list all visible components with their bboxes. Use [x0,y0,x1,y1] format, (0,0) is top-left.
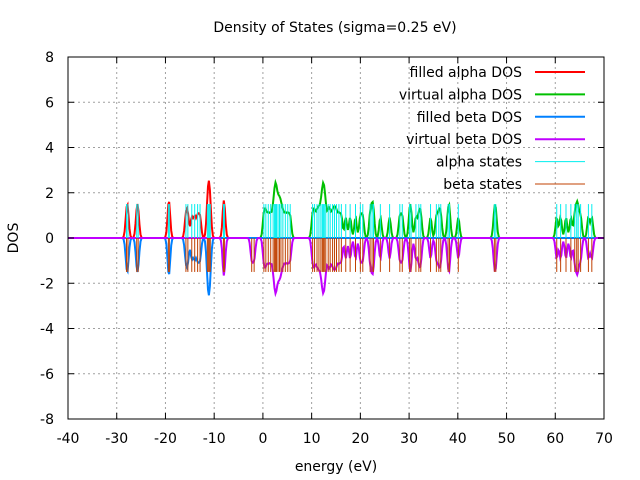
legend-label: virtual beta DOS [406,132,522,148]
y-axis-ticks: 8 6 4 2 0 -2 -4 -6 -8 [40,50,604,428]
y-tick-label: 2 [45,186,54,202]
y-tick-label: -2 [40,276,54,292]
y-tick-label: 0 [45,231,54,247]
x-tick-label: 20 [351,431,369,447]
y-axis-label: DOS [6,223,22,254]
x-tick-label: -40 [57,431,80,447]
x-tick-label: 10 [303,431,321,447]
x-tick-label: -20 [154,431,177,447]
plot-area [68,178,604,298]
x-tick-label: 30 [400,431,418,447]
legend-label: filled alpha DOS [410,65,523,81]
y-tick-label: 8 [45,50,54,66]
x-axis-ticks: -40 -30 -20 -10 0 10 20 30 40 50 60 70 [57,57,613,447]
y-tick-label: -8 [40,412,54,428]
y-tick-label: -4 [40,322,54,338]
legend-label: virtual alpha DOS [399,87,522,103]
x-tick-label: 70 [595,431,613,447]
x-tick-label: 60 [546,431,564,447]
legend-label: alpha states [436,155,522,171]
legend: filled alpha DOS virtual alpha DOS filled … [399,65,585,193]
x-tick-label: 50 [498,431,516,447]
legend-label: filled beta DOS [417,110,522,126]
legend-label: beta states [443,177,522,193]
y-tick-label: -6 [40,367,54,383]
x-tick-label: -30 [105,431,128,447]
y-tick-label: 6 [45,95,54,111]
x-tick-label: -10 [203,431,226,447]
chart-title: Density of States (sigma=0.25 eV) [213,20,456,36]
x-tick-label: 40 [449,431,467,447]
x-tick-label: 0 [258,431,267,447]
y-tick-label: 4 [45,141,54,157]
x-axis-label: energy (eV) [295,459,377,475]
